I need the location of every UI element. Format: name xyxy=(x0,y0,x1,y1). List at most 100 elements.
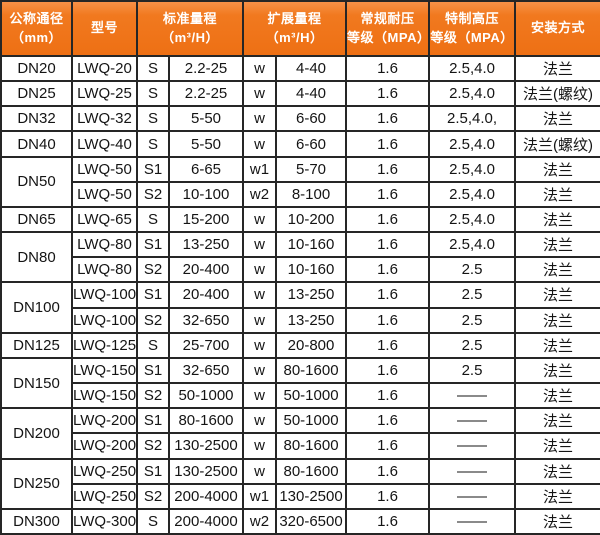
table-row: LWQ-200 S2 130-2500 w 80-1600 1.6 —— 法兰 xyxy=(1,432,600,460)
extended-range-cell: 10-160 xyxy=(275,256,348,284)
model-cell: LWQ-125 xyxy=(71,331,138,359)
standard-pressure-cell: 1.6 xyxy=(345,256,431,284)
col-header-model: 型号 xyxy=(71,0,138,57)
standard-pressure-cell: 1.6 xyxy=(345,155,431,183)
standard-range-cell: 32-650 xyxy=(167,356,245,385)
standard-range-cell: 6-65 xyxy=(167,155,245,183)
standard-range-cell: 200-4000 xyxy=(167,482,245,510)
table-row: DN40 LWQ-40 S 5-50 w 6-60 1.6 2.5,4.0 法兰(螺纹) xyxy=(0,130,600,158)
standard-range-cell: 15-200 xyxy=(167,205,245,234)
col-header-special-high-pressure-rating: 特制高压 等级（MPA） xyxy=(428,0,517,57)
extended-range-code-cell: w xyxy=(242,407,278,435)
standard-pressure-cell: 1.6 xyxy=(345,80,431,108)
col-header-nominal-diameter: 公称通径 （mm） xyxy=(0,0,73,57)
standard-range-code-cell: S xyxy=(136,205,170,234)
table-row: LWQ-150 S2 50-1000 w 50-1000 1.6 —— 法兰 xyxy=(1,382,600,410)
nominal-diameter-cell: DN80 xyxy=(0,231,73,284)
table-row: DN80 LWQ-80 S1 13-250 w 10-160 1.6 2.5,4.0 法兰 xyxy=(0,231,600,284)
high-pressure-cell: 2.5 xyxy=(428,306,517,334)
extended-range-code-cell: w xyxy=(242,382,278,410)
table-row: LWQ-50 S2 10-100 w2 8-100 1.6 2.5,4.0 法兰 xyxy=(1,180,600,208)
standard-pressure-cell: 1.6 xyxy=(345,105,431,133)
model-cell: LWQ-100 xyxy=(71,306,138,334)
standard-range-code-cell: S1 xyxy=(136,356,170,385)
standard-pressure-cell: 1.6 xyxy=(345,331,431,359)
extended-range-cell: 20-800 xyxy=(275,331,348,359)
model-cell: LWQ-80 xyxy=(71,231,138,259)
table-row: DN150 LWQ-150 S1 32-650 w 80-1600 1.6 2.5 法兰 xyxy=(0,356,600,410)
extended-range-cell: 50-1000 xyxy=(275,382,348,410)
standard-range-cell: 2.2-25 xyxy=(167,54,245,83)
nominal-diameter-cell: DN300 xyxy=(0,507,73,535)
model-cell: LWQ-32 xyxy=(71,105,138,133)
model-cell: LWQ-150 xyxy=(71,382,138,410)
nominal-diameter-cell: DN20 xyxy=(0,54,73,83)
extended-range-cell: 4-40 xyxy=(275,80,348,108)
extended-range-cell: 13-250 xyxy=(275,281,348,309)
installation-cell: 法兰 xyxy=(514,205,600,234)
model-cell: LWQ-40 xyxy=(71,130,138,158)
standard-range-code-cell: S2 xyxy=(136,482,170,510)
nominal-diameter-cell: DN25 xyxy=(0,80,73,108)
extended-range-code-cell: w xyxy=(242,356,278,385)
extended-range-cell: 130-2500 xyxy=(275,482,348,510)
installation-cell: 法兰(螺纹) xyxy=(514,130,600,158)
standard-range-code-cell: S xyxy=(136,130,170,158)
standard-range-code-cell: S2 xyxy=(136,382,170,410)
extended-range-code-cell: w xyxy=(242,105,278,133)
installation-cell: 法兰 xyxy=(514,457,600,485)
standard-range-cell: 200-4000 xyxy=(167,507,245,535)
installation-cell: 法兰 xyxy=(514,482,600,510)
standard-range-code-cell: S xyxy=(136,331,170,359)
extended-range-code-cell: w xyxy=(242,130,278,158)
table-row: DN300 LWQ-300 S 200-4000 w2 320-6500 1.6 —— 法兰 xyxy=(0,507,600,535)
high-pressure-cell: 2.5 xyxy=(428,256,517,284)
table-row: DN100 LWQ-100 S1 20-400 w 13-250 1.6 2.5 法兰 xyxy=(0,281,600,334)
standard-range-cell: 80-1600 xyxy=(167,407,245,435)
nominal-diameter-cell: DN40 xyxy=(0,130,73,158)
model-cell: LWQ-300 xyxy=(71,507,138,535)
nominal-diameter-cell: DN32 xyxy=(0,105,73,133)
extended-range-cell: 80-1600 xyxy=(275,432,348,460)
model-cell: LWQ-200 xyxy=(71,407,138,435)
extended-range-code-cell: w xyxy=(242,80,278,108)
standard-pressure-cell: 1.6 xyxy=(345,382,431,410)
high-pressure-cell: 2.5,4.0, xyxy=(428,105,517,133)
high-pressure-cell: —— xyxy=(428,457,517,485)
standard-range-cell: 10-100 xyxy=(167,180,245,208)
standard-pressure-cell: 1.6 xyxy=(345,205,431,234)
standard-pressure-cell: 1.6 xyxy=(345,231,431,259)
extended-range-cell: 80-1600 xyxy=(275,457,348,485)
extended-range-cell: 4-40 xyxy=(275,54,348,83)
standard-range-cell: 50-1000 xyxy=(167,382,245,410)
high-pressure-cell: 2.5,4.0 xyxy=(428,231,517,259)
standard-pressure-cell: 1.6 xyxy=(345,407,431,435)
standard-pressure-cell: 1.6 xyxy=(345,507,431,535)
nominal-diameter-cell: DN200 xyxy=(0,407,73,460)
standard-range-cell: 13-250 xyxy=(167,231,245,259)
table-row: DN50 LWQ-50 S1 6-65 w1 5-70 1.6 2.5,4.0 法兰 xyxy=(0,155,600,208)
nominal-diameter-cell: DN250 xyxy=(0,457,73,510)
standard-range-code-cell: S xyxy=(136,507,170,535)
extended-range-code-cell: w xyxy=(242,306,278,334)
standard-pressure-cell: 1.6 xyxy=(345,356,431,385)
standard-range-cell: 130-2500 xyxy=(167,432,245,460)
extended-range-cell: 5-70 xyxy=(275,155,348,183)
extended-range-code-cell: w xyxy=(242,205,278,234)
installation-cell: 法兰 xyxy=(514,507,600,535)
model-cell: LWQ-80 xyxy=(71,256,138,284)
standard-pressure-cell: 1.6 xyxy=(345,457,431,485)
extended-range-code-cell: w xyxy=(242,281,278,309)
standard-range-cell: 25-700 xyxy=(167,331,245,359)
extended-range-code-cell: w2 xyxy=(242,507,278,535)
installation-cell: 法兰 xyxy=(514,105,600,133)
installation-cell: 法兰 xyxy=(514,382,600,410)
extended-range-code-cell: w xyxy=(242,331,278,359)
nominal-diameter-cell: DN65 xyxy=(0,205,73,234)
extended-range-code-cell: w xyxy=(242,457,278,485)
standard-range-code-cell: S1 xyxy=(136,457,170,485)
model-cell: LWQ-100 xyxy=(71,281,138,309)
nominal-diameter-cell: DN150 xyxy=(0,356,73,410)
table-row: LWQ-100 S2 32-650 w 13-250 1.6 2.5 法兰 xyxy=(1,306,600,334)
